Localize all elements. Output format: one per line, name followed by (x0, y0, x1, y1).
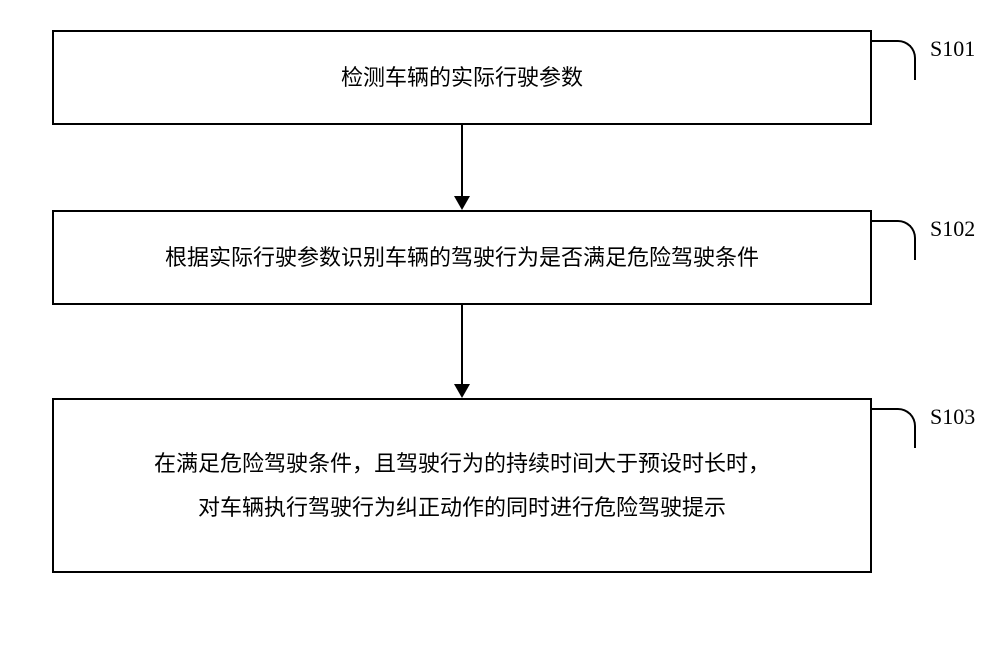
step-label-s103: S103 (930, 404, 975, 430)
node-text: 检测车辆的实际行驶参数 (341, 56, 583, 100)
label-connector-s103 (872, 408, 916, 448)
node-text: 根据实际行驶参数识别车辆的驾驶行为是否满足危险驾驶条件 (165, 236, 759, 280)
arrow-head-icon (454, 384, 470, 398)
arrow-line (461, 305, 463, 384)
arrow-head-icon (454, 196, 470, 210)
step-label-s101: S101 (930, 36, 975, 62)
step-label-s102: S102 (930, 216, 975, 242)
flowchart-node-s102: 根据实际行驶参数识别车辆的驾驶行为是否满足危险驾驶条件 (52, 210, 872, 305)
label-connector-s102 (872, 220, 916, 260)
node-text: 在满足危险驾驶条件，且驾驶行为的持续时间大于预设时长时， 对车辆执行驾驶行为纠正… (154, 442, 770, 530)
label-connector-s101 (872, 40, 916, 80)
flowchart-node-s101: 检测车辆的实际行驶参数 (52, 30, 872, 125)
arrow-line (461, 125, 463, 196)
flowchart-node-s103: 在满足危险驾驶条件，且驾驶行为的持续时间大于预设时长时， 对车辆执行驾驶行为纠正… (52, 398, 872, 573)
